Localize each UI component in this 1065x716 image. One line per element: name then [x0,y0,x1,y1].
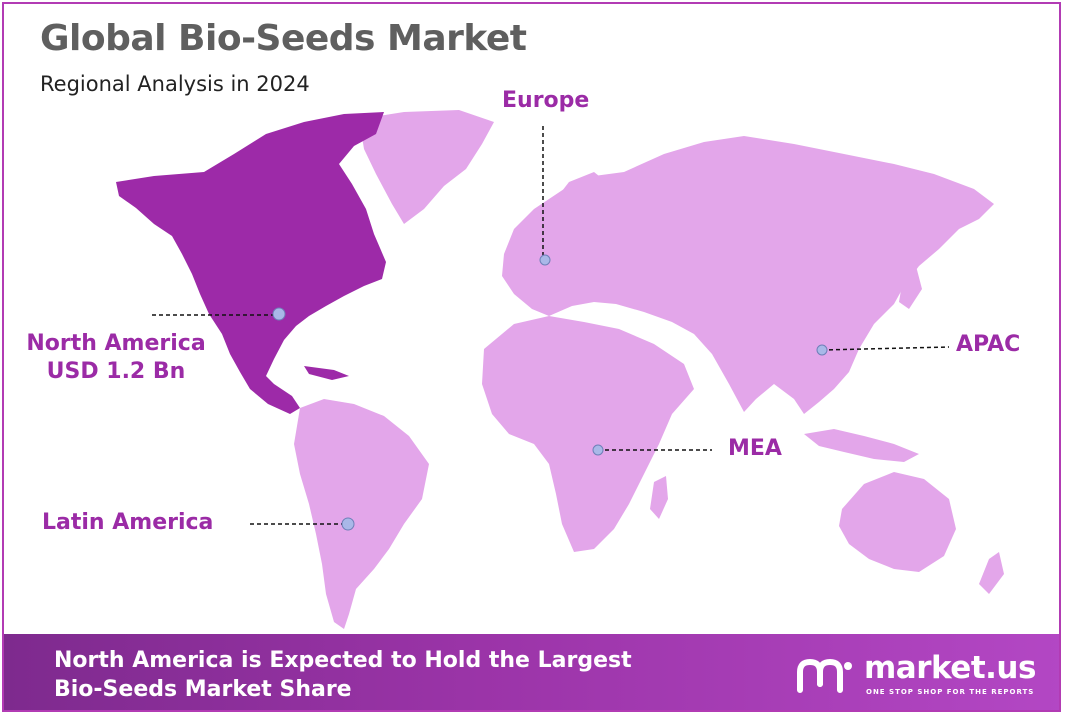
indonesia-shape [804,429,919,462]
latin-america-marker [341,517,355,531]
footer-line-2: Bio-Seeds Market Share [54,677,352,702]
footer-line-1: North America is Expected to Hold the La… [54,648,632,673]
page-title: Global Bio-Seeds Market [40,18,527,59]
north-america-shape [116,112,386,414]
europe-marker [539,254,551,266]
brand-name: market.us [864,650,1036,686]
footer-message: North America is Expected to Hold the La… [54,646,632,704]
eurasia-shape [502,136,994,414]
world-map [116,110,1004,629]
japan-shape [899,266,922,309]
north-america-name: North America [26,331,206,356]
apac-marker [816,344,828,356]
north-america-value: USD 1.2 Bn [46,359,186,384]
madagascar-shape [650,476,668,519]
footer-banner: North America is Expected to Hold the La… [4,634,1059,710]
brand-logo-block: market.us ONE STOP SHOP FOR THE REPORTS [794,650,1054,700]
market-us-logo-icon [797,658,852,693]
caribbean-shape [304,366,349,380]
greenland-shape [359,110,494,224]
south-america-shape [294,399,429,629]
page-subtitle: Regional Analysis in 2024 [40,72,310,96]
apac-leader [821,346,950,351]
new-zealand-shape [979,552,1004,594]
north-america-marker [272,307,286,321]
scandinavia-shape [544,172,609,244]
europe-label: Europe [502,88,590,113]
latin-america-label: Latin America [42,510,214,535]
brand-tagline: ONE STOP SHOP FOR THE REPORTS [866,688,1035,696]
africa-shape [482,316,694,552]
mea-marker [592,444,604,456]
north-america-label: North America USD 1.2 Bn [20,330,212,386]
apac-label: APAC [956,332,1021,357]
australia-shape [839,472,956,572]
mea-label: MEA [728,436,782,461]
